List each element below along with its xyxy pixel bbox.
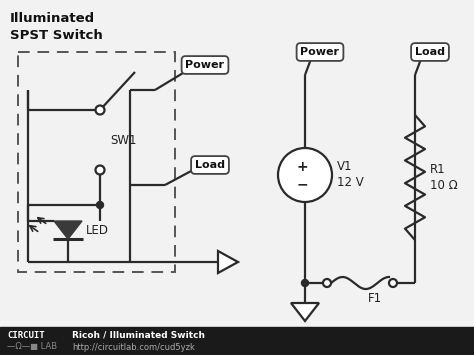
Circle shape [301,279,309,286]
Text: SW1: SW1 [110,133,137,147]
Text: R1: R1 [430,163,446,176]
Text: Illuminated
SPST Switch: Illuminated SPST Switch [10,12,103,42]
Bar [0,327,474,355]
Text: http://circuitlab.com/cud5yzk: http://circuitlab.com/cud5yzk [72,343,195,351]
Text: V1: V1 [337,160,353,174]
Text: —Ω—■ LAB: —Ω—■ LAB [7,343,57,351]
Text: Load: Load [195,160,225,170]
Text: F1: F1 [368,293,382,306]
Text: 10 Ω: 10 Ω [430,179,458,192]
Text: Ricoh / Illuminated Switch: Ricoh / Illuminated Switch [72,331,205,339]
Text: +: + [296,160,308,174]
Circle shape [95,165,104,175]
Text: LED: LED [86,224,109,236]
Polygon shape [218,251,238,273]
Circle shape [95,105,104,115]
Text: Power: Power [185,60,225,70]
Text: Load: Load [415,47,445,57]
Circle shape [278,148,332,202]
Text: 12 V: 12 V [337,176,364,190]
Polygon shape [291,303,319,321]
Circle shape [323,279,331,287]
Text: Power: Power [301,47,339,57]
Circle shape [389,279,397,287]
Text: −: − [296,177,308,191]
Text: CIRCUIT: CIRCUIT [7,331,45,339]
Polygon shape [54,221,82,239]
Circle shape [97,202,103,208]
